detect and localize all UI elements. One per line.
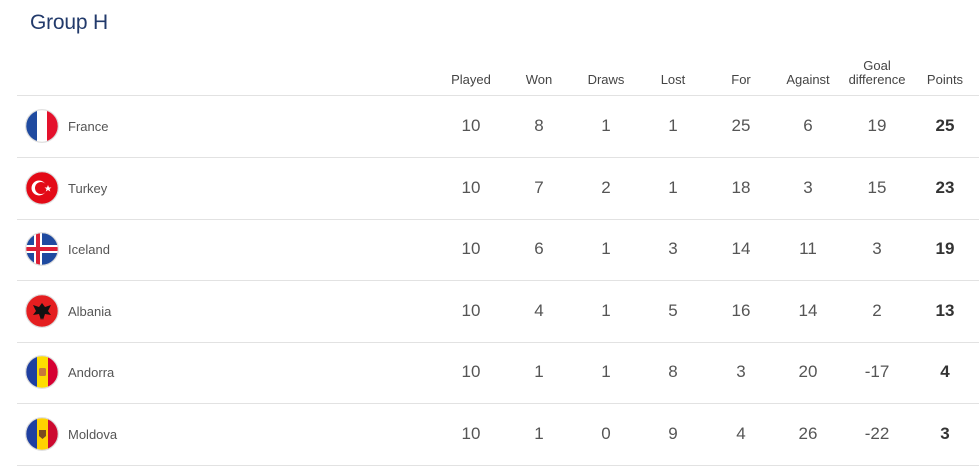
column-header-points: Points	[926, 72, 964, 87]
table-row-iceland[interactable]: Iceland 10 6 1 3 14 11 3 19	[17, 219, 979, 281]
turkey-flag-icon	[25, 170, 59, 205]
cell-played: 10	[461, 362, 481, 381]
cell-lost: 1	[668, 177, 678, 197]
cell-goals-for: 14	[731, 239, 751, 258]
column-header-goal-difference: Goal difference	[848, 58, 906, 87]
column-header-won: Won	[525, 72, 553, 87]
cell-lost: 9	[668, 423, 678, 443]
cell-goals-against: 20	[798, 362, 818, 381]
cell-points: 4	[940, 362, 950, 381]
cell-won: 7	[534, 177, 544, 197]
team-name[interactable]: Iceland	[68, 242, 110, 257]
cell-goal-difference: -17	[864, 362, 890, 381]
cell-draws: 1	[601, 362, 611, 381]
team-name[interactable]: Turkey	[68, 180, 108, 196]
cell-goals-against: 3	[803, 177, 813, 197]
cell-draws: 1	[601, 116, 611, 135]
albania-flag-icon	[25, 293, 59, 328]
table-row-moldova[interactable]: Moldova 10 1 0 9 4 26 -22 3	[17, 404, 979, 466]
cell-goals-against: 26	[798, 423, 818, 443]
cell-points: 19	[935, 239, 955, 258]
column-header-goals-against: Against	[786, 72, 830, 87]
cell-points: 13	[935, 300, 955, 320]
table-row-albania[interactable]: Albania 10 4 1 5 16 14 2 13	[17, 281, 979, 343]
cell-goal-difference: 3	[872, 239, 882, 258]
cell-points: 25	[935, 116, 955, 135]
column-header-draws: Draws	[587, 72, 625, 87]
cell-goal-difference: 19	[867, 116, 887, 135]
cell-played: 10	[461, 239, 481, 258]
cell-won: 6	[534, 239, 544, 258]
cell-lost: 5	[668, 300, 678, 320]
cell-points: 3	[940, 423, 950, 443]
cell-played: 10	[461, 177, 481, 197]
team-name[interactable]: Moldova	[68, 426, 118, 442]
cell-goals-for: 4	[736, 423, 746, 443]
column-header-played: Played	[451, 72, 491, 87]
cell-lost: 1	[668, 116, 678, 135]
cell-goal-difference: 2	[872, 300, 882, 320]
cell-goals-for: 3	[736, 362, 746, 381]
cell-points: 23	[935, 177, 955, 197]
moldova-flag-icon	[25, 416, 59, 451]
team-name[interactable]: Andorra	[68, 365, 115, 380]
cell-won: 1	[534, 423, 544, 443]
cell-goals-for: 16	[731, 300, 751, 320]
cell-goals-for: 18	[731, 177, 751, 197]
cell-won: 1	[534, 362, 544, 381]
cell-draws: 0	[601, 423, 611, 443]
cell-goals-against: 11	[799, 239, 817, 258]
cell-won: 8	[534, 116, 544, 135]
cell-goals-against: 14	[798, 300, 818, 320]
team-name[interactable]: Albania	[68, 303, 112, 319]
cell-draws: 1	[601, 239, 611, 258]
table-row-andorra[interactable]: Andorra 10 1 1 8 3 20 -17 4	[17, 342, 979, 404]
cell-goal-difference: 15	[867, 177, 887, 197]
cell-played: 10	[461, 300, 481, 320]
team-name[interactable]: France	[68, 119, 109, 134]
cell-played: 10	[461, 116, 481, 135]
iceland-flag-icon	[25, 232, 59, 266]
cell-draws: 1	[601, 300, 611, 320]
table-row-turkey[interactable]: Turkey 10 7 2 1 18 3 15 23	[17, 158, 979, 220]
cell-goals-for: 25	[731, 116, 751, 135]
column-header-goals-for: For	[731, 72, 751, 87]
column-header-lost: Lost	[660, 72, 686, 87]
table-row-france[interactable]: France 10 8 1 1 25 6 19 25	[17, 96, 979, 158]
group-title: Group H	[30, 11, 108, 34]
france-flag-icon	[25, 109, 59, 143]
cell-won: 4	[534, 300, 544, 320]
andorra-flag-icon	[25, 355, 59, 389]
cell-goal-difference: -22	[864, 423, 890, 443]
cell-lost: 3	[668, 239, 678, 258]
cell-draws: 2	[601, 177, 611, 197]
cell-goals-against: 6	[803, 116, 813, 135]
cell-lost: 8	[668, 362, 678, 381]
cell-played: 10	[461, 423, 481, 443]
table-header: Played Won Draws Lost For Against Goal differe…	[17, 0, 979, 96]
